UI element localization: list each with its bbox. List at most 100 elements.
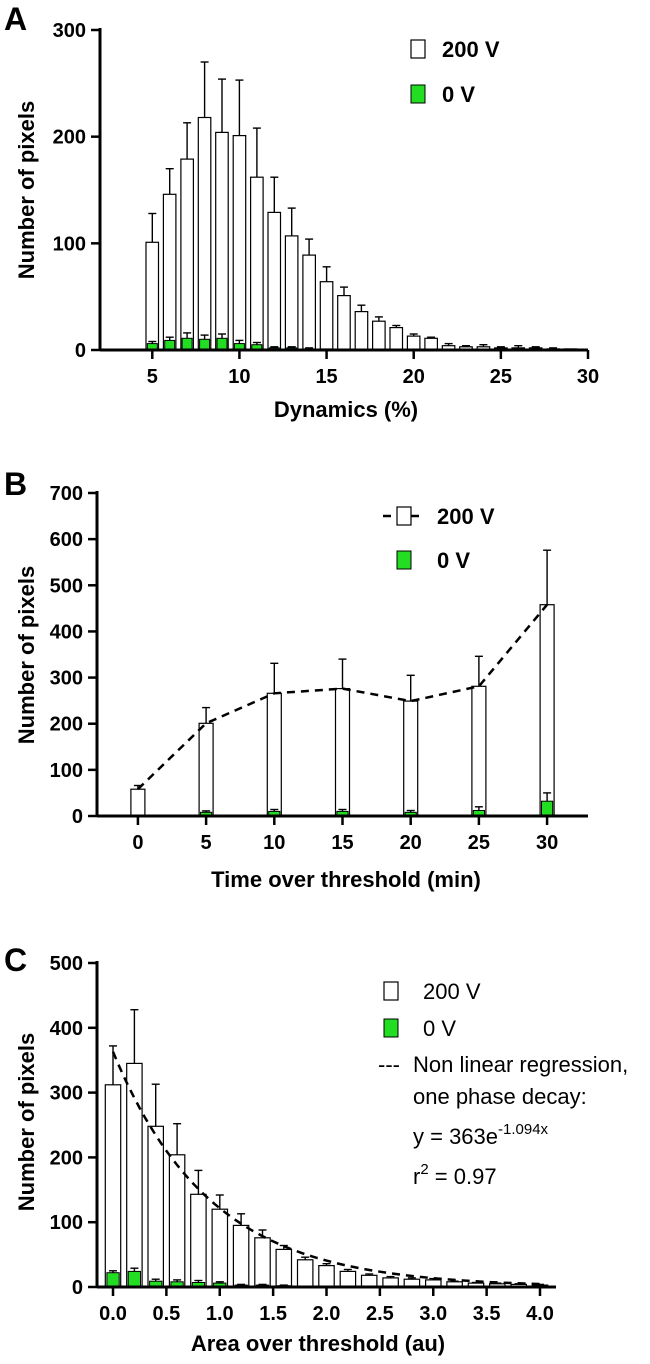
bar-200v <box>250 176 264 351</box>
bar-200v <box>318 1264 335 1288</box>
legend-a: 200 V 0 V <box>410 37 500 107</box>
bar-200v <box>162 193 177 351</box>
y-tick-label: 400 <box>50 621 83 643</box>
r2-superscript: 2 <box>420 1161 428 1178</box>
bar-0v <box>199 338 211 351</box>
panel-label-a: A <box>4 1 27 37</box>
bar-200v <box>319 281 334 351</box>
legend-fit-line1-c: Non linear regression, <box>413 1052 628 1077</box>
r2-main: r <box>413 1164 420 1189</box>
x-tick-label: 25 <box>468 832 490 854</box>
equation-exponent: -1.094x <box>498 1121 549 1138</box>
panel-label-c: C <box>4 942 27 978</box>
panel-label-b: B <box>4 466 27 502</box>
legend-label-200v-c: 200 V <box>423 979 481 1004</box>
legend-swatch-0v-b <box>396 550 412 570</box>
legend-swatch-0v-a <box>410 84 426 104</box>
equation-main: y = 363e <box>413 1124 498 1149</box>
bar-200v <box>130 788 146 817</box>
bar-200v <box>232 135 247 351</box>
panel-c: C Number of pixels Area over threshold (… <box>4 942 628 1356</box>
legend-swatch-200v-b <box>396 506 412 526</box>
x-tick-label: 20 <box>403 366 425 388</box>
panel-a: A Number of pixels Dynamics (%) 200 V 0 … <box>4 1 599 422</box>
x-tick-label: 10 <box>263 832 285 854</box>
legend-label-0v-a: 0 V <box>442 82 475 107</box>
y-tick-label: 300 <box>50 668 83 690</box>
bar-200v <box>267 211 282 351</box>
bar-200v <box>266 692 282 817</box>
bar-200v <box>104 1084 122 1288</box>
legend-equation-c: y = 363e-1.094x <box>413 1121 549 1149</box>
x-tick-label: 10 <box>228 366 250 388</box>
y-tick-label: 600 <box>50 529 83 551</box>
y-tick-label: 200 <box>53 127 86 149</box>
bar-200v <box>275 1248 293 1288</box>
x-tick-label: 3.0 <box>419 1303 447 1325</box>
x-tick-label: 1.5 <box>259 1303 287 1325</box>
y-tick-label: 300 <box>53 20 86 42</box>
y-axis-title-a: Number of pixels <box>14 101 39 279</box>
x-tick-label: 15 <box>331 832 353 854</box>
bar-200v <box>302 254 316 351</box>
bar-200v <box>168 1154 186 1288</box>
bar-200v <box>372 320 386 351</box>
legend-swatch-200v-a <box>410 39 426 59</box>
y-tick-label: 500 <box>50 953 83 975</box>
y-tick-label: 200 <box>50 1147 83 1169</box>
bar-200v <box>406 335 421 351</box>
legend-swatch-0v-c <box>383 1018 399 1038</box>
bar-200v <box>337 295 351 351</box>
y-tick-label: 400 <box>50 1018 83 1040</box>
bar-200v <box>147 1125 164 1288</box>
plot-area-c: 0 100 200 300 400 500 0.0 0.5 1.0 1.5 2.0 2.5 3.0 3.5… <box>50 953 556 1325</box>
bar-200v <box>471 685 487 817</box>
bar-0v <box>181 337 193 351</box>
legend-label-0v-c: 0 V <box>423 1016 456 1041</box>
y-tick-label: 700 <box>50 483 83 505</box>
bar-200v <box>180 158 194 351</box>
plot-area-a: 0 100 200 300 5 10 15 20 25 30 <box>53 20 600 388</box>
x-tick-label: 1.0 <box>206 1303 234 1325</box>
legend-label-200v-b: 200 V <box>437 504 495 529</box>
x-axis-title-c: Area over threshold (au) <box>191 1331 445 1356</box>
plot-area-b: 0 100 200 300 400 500 600 700 0 5 10 15 20 25 30 <box>50 483 588 854</box>
bar-200v <box>190 1193 207 1288</box>
legend-label-0v-b: 0 V <box>437 548 470 573</box>
bar-200v <box>334 687 351 817</box>
legend-label-200v-a: 200 V <box>442 37 500 62</box>
y-tick-label: 300 <box>50 1083 83 1105</box>
bar-200v <box>211 1208 229 1288</box>
y-tick-label: 100 <box>53 233 86 255</box>
x-tick-label: 2.5 <box>366 1303 394 1325</box>
y-tick-label: 0 <box>72 1277 83 1299</box>
bar-200v <box>339 1270 357 1288</box>
bar-200v <box>354 311 369 351</box>
bar-0v <box>541 800 554 817</box>
y-tick-label: 500 <box>50 575 83 597</box>
legend-r2-c: r2 = 0.97 <box>413 1161 497 1189</box>
y-tick-label: 0 <box>72 806 83 828</box>
bar-200v <box>197 116 212 351</box>
fit-curve-one-phase-decay <box>111 1051 541 1286</box>
bar-200v <box>215 131 229 351</box>
x-tick-label: 20 <box>400 832 422 854</box>
bar-0v <box>106 1272 120 1288</box>
x-axis-title-a: Dynamics (%) <box>274 397 418 422</box>
bar-0v <box>127 1270 141 1288</box>
x-tick-label: 5 <box>147 366 158 388</box>
x-tick-label: 30 <box>536 832 558 854</box>
legend-b: 200 V 0 V <box>383 504 495 573</box>
y-tick-label: 100 <box>50 760 83 782</box>
legend-fit-line2-c: one phase decay: <box>413 1084 587 1109</box>
legend-fit-dashes-c: --- <box>378 1052 400 1077</box>
bar-200v <box>424 337 438 351</box>
legend-swatch-200v-c <box>383 981 399 1001</box>
bar-200v <box>145 241 160 351</box>
y-axis-title-c: Number of pixels <box>14 1033 39 1211</box>
y-tick-label: 200 <box>50 714 83 736</box>
x-tick-label: 0.5 <box>152 1303 180 1325</box>
bar-200v <box>403 700 419 817</box>
bar-200v <box>389 327 404 351</box>
